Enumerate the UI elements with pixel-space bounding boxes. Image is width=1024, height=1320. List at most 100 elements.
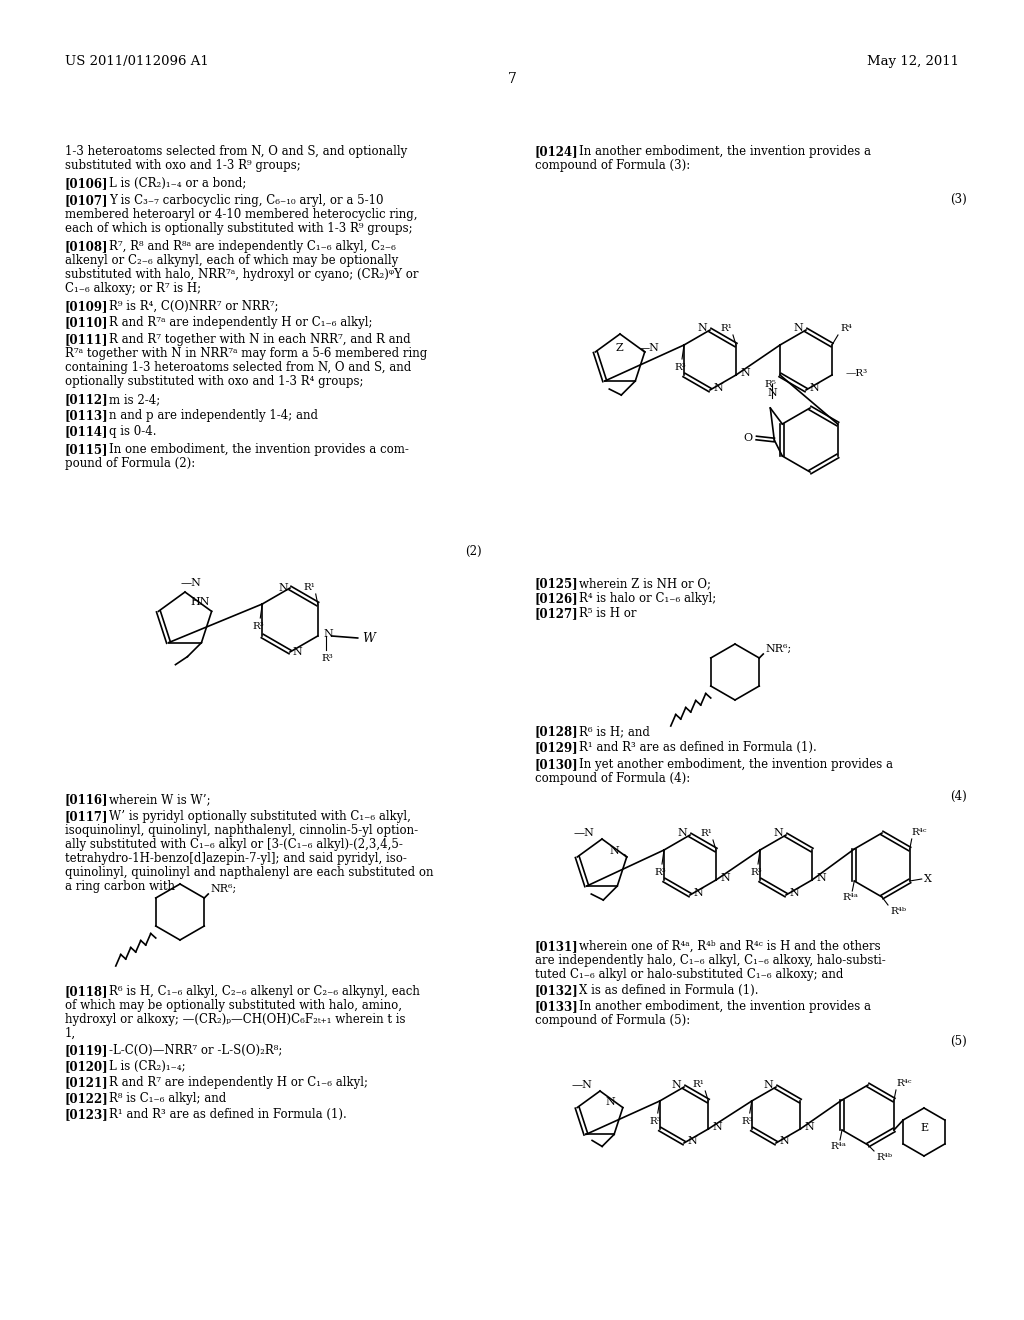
Text: ally substituted with C₁₋₆ alkyl or [3-(C₁₋₆ alkyl)-(2,3,4,5-: ally substituted with C₁₋₆ alkyl or [3-(… xyxy=(65,838,402,851)
Text: N: N xyxy=(292,647,302,657)
Text: R¹: R¹ xyxy=(720,323,732,333)
Text: [0109]: [0109] xyxy=(65,300,109,313)
Text: tuted C₁₋₆ alkyl or halo-substituted C₁₋₆ alkoxy; and: tuted C₁₋₆ alkyl or halo-substituted C₁₋… xyxy=(535,968,844,981)
Text: [0130]: [0130] xyxy=(535,758,579,771)
Text: (3): (3) xyxy=(950,193,967,206)
Text: [0112]: [0112] xyxy=(65,393,109,407)
Text: R³: R³ xyxy=(751,869,762,876)
Text: N: N xyxy=(324,630,334,639)
Text: [0107]: [0107] xyxy=(65,194,109,207)
Text: X is as defined in Formula (1).: X is as defined in Formula (1). xyxy=(579,983,759,997)
Text: L is (CR₂)₁₋₄;: L is (CR₂)₁₋₄; xyxy=(109,1060,185,1073)
Text: (5): (5) xyxy=(950,1035,967,1048)
Text: N: N xyxy=(794,323,803,333)
Text: R⁹ is R⁴, C(O)NRR⁷ or NRR⁷;: R⁹ is R⁴, C(O)NRR⁷ or NRR⁷; xyxy=(109,300,279,313)
Text: [0127]: [0127] xyxy=(535,607,579,620)
Text: [0133]: [0133] xyxy=(535,1001,579,1012)
Text: N: N xyxy=(763,1080,773,1090)
Text: 1,: 1, xyxy=(65,1027,76,1040)
Text: N: N xyxy=(767,388,777,399)
Text: Y is C₃₋₇ carbocyclic ring, C₆₋₁₀ aryl, or a 5-10: Y is C₃₋₇ carbocyclic ring, C₆₋₁₀ aryl, … xyxy=(109,194,384,207)
Text: R and R⁷ together with N in each NRR⁷, and R and: R and R⁷ together with N in each NRR⁷, a… xyxy=(109,333,411,346)
Text: R and R⁷ᵃ are independently H or C₁₋₆ alkyl;: R and R⁷ᵃ are independently H or C₁₋₆ al… xyxy=(109,315,373,329)
Text: substituted with halo, NRR⁷ᵃ, hydroxyl or cyano; (CR₂)ᵠY or: substituted with halo, NRR⁷ᵃ, hydroxyl o… xyxy=(65,268,419,281)
Text: are independently halo, C₁₋₆ alkyl, C₁₋₆ alkoxy, halo-substi-: are independently halo, C₁₋₆ alkyl, C₁₋₆… xyxy=(535,954,886,968)
Text: R³: R³ xyxy=(654,869,666,876)
Text: N: N xyxy=(672,1080,681,1090)
Text: N: N xyxy=(687,1137,696,1146)
Text: [0108]: [0108] xyxy=(65,240,109,253)
Text: R⁴ is halo or C₁₋₆ alkyl;: R⁴ is halo or C₁₋₆ alkyl; xyxy=(579,591,716,605)
Text: hydroxyl or alkoxy; —(CR₂)ₚ—CH(OH)C₆F₂ₜ₊₁ wherein t is: hydroxyl or alkoxy; —(CR₂)ₚ—CH(OH)C₆F₂ₜ₊… xyxy=(65,1012,406,1026)
Text: R⁶ is H, C₁₋₆ alkyl, C₂₋₆ alkenyl or C₂₋₆ alkynyl, each: R⁶ is H, C₁₋₆ alkyl, C₂₋₆ alkenyl or C₂₋… xyxy=(109,985,420,998)
Text: N: N xyxy=(697,323,707,333)
Text: May 12, 2011: May 12, 2011 xyxy=(867,55,959,69)
Text: US 2011/0112096 A1: US 2011/0112096 A1 xyxy=(65,55,209,69)
Text: R⁴ᵇ: R⁴ᵇ xyxy=(890,907,906,916)
Text: compound of Formula (3):: compound of Formula (3): xyxy=(535,158,690,172)
Text: N: N xyxy=(605,1097,614,1106)
Text: R³: R³ xyxy=(650,1117,662,1126)
Text: E: E xyxy=(920,1123,928,1133)
Text: isoquinolinyl, quinolinyl, naphthalenyl, cinnolin-5-yl option-: isoquinolinyl, quinolinyl, naphthalenyl,… xyxy=(65,824,418,837)
Text: [0114]: [0114] xyxy=(65,425,109,438)
Text: R¹: R¹ xyxy=(304,583,315,591)
Text: wherein one of R⁴ᵃ, R⁴ᵇ and R⁴ᶜ is H and the others: wherein one of R⁴ᵃ, R⁴ᵇ and R⁴ᶜ is H and… xyxy=(579,940,881,953)
Text: R¹: R¹ xyxy=(700,829,712,838)
Text: R⁴ᶜ: R⁴ᶜ xyxy=(911,828,927,837)
Text: membered heteroaryl or 4-10 membered heterocyclic ring,: membered heteroaryl or 4-10 membered het… xyxy=(65,209,418,220)
Text: R¹ and R³ are as defined in Formula (1).: R¹ and R³ are as defined in Formula (1). xyxy=(109,1107,347,1121)
Text: [0115]: [0115] xyxy=(65,444,109,455)
Text: R¹ and R³ are as defined in Formula (1).: R¹ and R³ are as defined in Formula (1). xyxy=(579,741,817,754)
Text: wherein W is W’;: wherein W is W’; xyxy=(109,793,211,807)
Text: [0120]: [0120] xyxy=(65,1060,109,1073)
Text: [0110]: [0110] xyxy=(65,315,109,329)
Text: N: N xyxy=(609,846,618,855)
Text: [0113]: [0113] xyxy=(65,409,109,422)
Text: [0125]: [0125] xyxy=(535,577,579,590)
Text: R⁴ᵃ: R⁴ᵃ xyxy=(830,1142,846,1151)
Text: n and p are independently 1-4; and: n and p are independently 1-4; and xyxy=(109,409,318,422)
Text: [0132]: [0132] xyxy=(535,983,579,997)
Text: [0122]: [0122] xyxy=(65,1092,109,1105)
Text: N: N xyxy=(279,583,288,593)
Text: N: N xyxy=(809,383,819,393)
Text: N: N xyxy=(816,873,825,883)
Text: N: N xyxy=(713,383,723,393)
Text: —R³: —R³ xyxy=(846,368,868,378)
Text: In another embodiment, the invention provides a: In another embodiment, the invention pro… xyxy=(579,145,871,158)
Text: 7: 7 xyxy=(508,73,516,86)
Text: C₁₋₆ alkoxy; or R⁷ is H;: C₁₋₆ alkoxy; or R⁷ is H; xyxy=(65,282,201,294)
Text: q is 0-4.: q is 0-4. xyxy=(109,425,157,438)
Text: [0126]: [0126] xyxy=(535,591,579,605)
Text: R⁷, R⁸ and R⁸ᵃ are independently C₁₋₆ alkyl, C₂₋₆: R⁷, R⁸ and R⁸ᵃ are independently C₁₋₆ al… xyxy=(109,240,396,253)
Text: N: N xyxy=(790,888,799,898)
Text: R³: R³ xyxy=(674,363,686,372)
Text: In another embodiment, the invention provides a: In another embodiment, the invention pro… xyxy=(579,1001,871,1012)
Text: R⁴: R⁴ xyxy=(840,323,852,333)
Text: wherein Z is NH or O;: wherein Z is NH or O; xyxy=(579,577,711,590)
Text: R¹: R¹ xyxy=(692,1080,705,1089)
Text: [0131]: [0131] xyxy=(535,940,579,953)
Text: W’ is pyridyl optionally substituted with C₁₋₆ alkyl,: W’ is pyridyl optionally substituted wit… xyxy=(109,810,411,822)
Text: NR⁶;: NR⁶; xyxy=(765,644,792,653)
Text: R and R⁷ are independently H or C₁₋₆ alkyl;: R and R⁷ are independently H or C₁₋₆ alk… xyxy=(109,1076,368,1089)
Text: m is 2-4;: m is 2-4; xyxy=(109,393,160,407)
Text: L is (CR₂)₁₋₄ or a bond;: L is (CR₂)₁₋₄ or a bond; xyxy=(109,177,247,190)
Text: -L-C(O)—NRR⁷ or -L-S(O)₂R⁸;: -L-C(O)—NRR⁷ or -L-S(O)₂R⁸; xyxy=(109,1044,283,1057)
Text: (4): (4) xyxy=(950,789,967,803)
Text: R⁴ᶜ: R⁴ᶜ xyxy=(896,1078,911,1088)
Text: a ring carbon with: a ring carbon with xyxy=(65,880,175,894)
Text: containing 1-3 heteroatoms selected from N, O and S, and: containing 1-3 heteroatoms selected from… xyxy=(65,360,412,374)
Text: [0124]: [0124] xyxy=(535,145,579,158)
Text: 1-3 heteroatoms selected from N, O and S, and optionally: 1-3 heteroatoms selected from N, O and S… xyxy=(65,145,408,158)
Text: In yet another embodiment, the invention provides a: In yet another embodiment, the invention… xyxy=(579,758,893,771)
Text: substituted with oxo and 1-3 R⁹ groups;: substituted with oxo and 1-3 R⁹ groups; xyxy=(65,158,301,172)
Text: [0123]: [0123] xyxy=(65,1107,109,1121)
Text: X: X xyxy=(924,874,932,884)
Text: —N: —N xyxy=(181,578,202,587)
Text: R³: R³ xyxy=(252,622,264,631)
Text: N: N xyxy=(773,828,783,838)
Text: R⁷ᵃ together with N in NRR⁷ᵃ may form a 5-6 membered ring: R⁷ᵃ together with N in NRR⁷ᵃ may form a … xyxy=(65,347,427,360)
Text: compound of Formula (4):: compound of Formula (4): xyxy=(535,772,690,785)
